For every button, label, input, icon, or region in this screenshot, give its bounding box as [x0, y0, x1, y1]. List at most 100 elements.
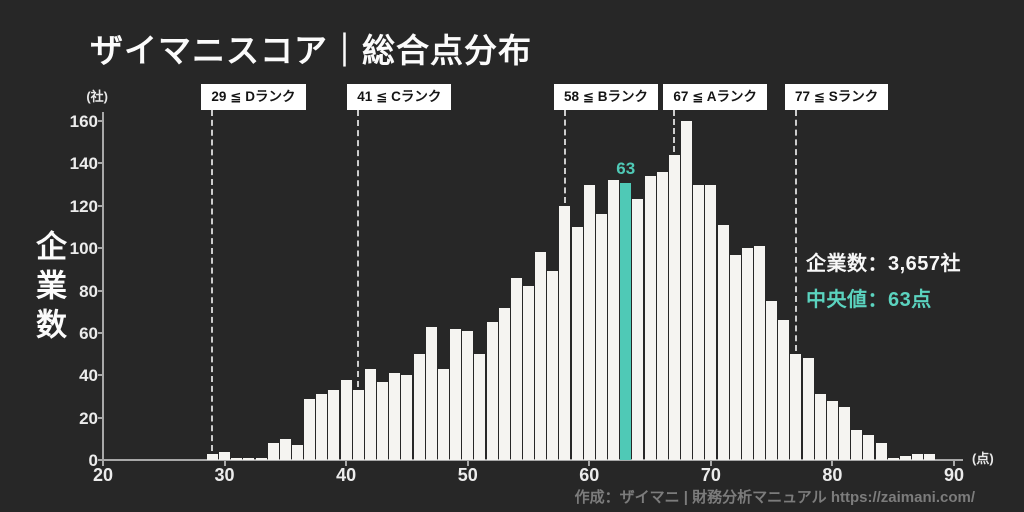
chart-title: ザイマニスコア｜総合点分布 — [90, 32, 532, 69]
histogram-bar-74 — [753, 246, 765, 460]
histogram-bar-53 — [498, 307, 510, 460]
histogram-bar-81 — [839, 407, 851, 460]
histogram-bar-56 — [535, 252, 547, 460]
histogram-bar-50 — [462, 330, 474, 460]
histogram-bar-69 — [693, 184, 705, 460]
histogram-bar-79 — [814, 394, 826, 460]
histogram-bar-38 — [316, 394, 328, 460]
histogram-bar-41 — [352, 390, 364, 460]
histogram-bar-51 — [474, 354, 486, 460]
histogram-bar-60 — [583, 184, 595, 460]
histogram-bar-73 — [741, 248, 753, 460]
y-tick-label-80: 80 — [79, 281, 98, 301]
x-tick-label-80: 80 — [822, 465, 843, 485]
histogram-bar-47 — [425, 326, 437, 460]
x-tick-mark-50 — [466, 461, 469, 466]
x-tick-label-60: 60 — [579, 465, 600, 485]
attribution-footer: 作成：ザイマニ | 財務分析マニュアル https://zaimani.com/ — [574, 489, 975, 506]
histogram-bar-84 — [875, 443, 887, 460]
rank-threshold-line-1 — [211, 110, 214, 451]
y-tick-mark-140 — [98, 162, 103, 165]
x-tick-label-30: 30 — [214, 465, 235, 485]
median-bar-value-label: 63 — [616, 158, 636, 178]
histogram-bar-52 — [486, 322, 498, 460]
histogram-bar-75 — [766, 301, 778, 460]
x-tick-mark-30 — [223, 461, 226, 466]
histogram-bar-88 — [924, 453, 936, 460]
y-tick-label-0: 0 — [88, 451, 98, 470]
y-tick-mark-80 — [98, 289, 103, 292]
histogram-bar-59 — [571, 227, 583, 460]
rank-threshold-label-2: 41 ≦ Cランク — [347, 84, 452, 110]
y-tick-label-100: 100 — [69, 239, 98, 259]
rank-threshold-line-4 — [673, 110, 676, 152]
stat-median: 中央値：63点 — [806, 289, 932, 311]
y-tick-label-120: 120 — [69, 196, 98, 216]
histogram-bar-87 — [912, 453, 924, 460]
y-axis-title: 企業数 — [31, 230, 66, 347]
x-tick-mark-80 — [831, 461, 834, 466]
histogram-bar-54 — [510, 277, 522, 460]
histogram-bar-42 — [364, 368, 376, 460]
histogram-bar-29 — [206, 453, 218, 460]
histogram-bar-77 — [790, 354, 802, 460]
x-tick-label-50: 50 — [457, 465, 478, 485]
histogram-bar-65 — [644, 176, 656, 460]
rank-threshold-line-2 — [357, 110, 360, 388]
rank-threshold-label-5: 77 ≦ Sランク — [784, 84, 889, 110]
rank-threshold-line-3 — [563, 110, 566, 203]
x-axis-line — [102, 459, 963, 461]
histogram-bar-72 — [729, 254, 741, 460]
stats-block: 企業数：3,657社 中央値：63点 — [806, 247, 961, 312]
y-tick-mark-0 — [98, 459, 103, 461]
histogram-bar-80 — [826, 400, 838, 460]
y-tick-mark-160 — [98, 120, 103, 123]
x-tick-mark-20 — [102, 461, 104, 466]
histogram-bar-45 — [401, 375, 413, 460]
histogram-bar-57 — [547, 271, 559, 460]
histogram-bar-86 — [899, 455, 911, 460]
y-tick-mark-100 — [98, 247, 103, 250]
histogram-bar-71 — [717, 224, 729, 460]
rank-threshold-label-1: 29 ≦ Dランク — [201, 84, 306, 110]
y-tick-mark-60 — [98, 331, 103, 334]
histogram-bar-31 — [231, 457, 243, 460]
rank-threshold-label-4: 67 ≦ Aランク — [663, 84, 767, 110]
histogram-bar-61 — [595, 214, 607, 460]
histogram-bar-85 — [887, 457, 899, 460]
x-tick-label-20: 20 — [92, 465, 114, 485]
histogram-bar-37 — [304, 398, 316, 460]
histogram-bar-46 — [413, 354, 425, 460]
x-tick-mark-40 — [345, 461, 348, 466]
histogram-bar-78 — [802, 358, 814, 460]
histogram-bar-67 — [668, 155, 680, 460]
histogram-bar-55 — [522, 286, 534, 460]
histogram-bar-70 — [705, 184, 717, 460]
x-tick-mark-60 — [588, 461, 591, 466]
histogram-bar-68 — [681, 121, 693, 460]
y-tick-label-40: 40 — [79, 366, 98, 386]
histogram-bar-62 — [608, 180, 620, 460]
stat-total-companies: 企業数：3,657社 — [806, 253, 962, 275]
histogram-bar-48 — [437, 368, 449, 460]
histogram-bar-44 — [389, 373, 401, 460]
histogram-bar-33 — [255, 457, 267, 460]
y-tick-mark-40 — [98, 374, 103, 377]
y-tick-mark-20 — [98, 416, 103, 419]
histogram-bar-83 — [863, 434, 875, 460]
histogram-bar-39 — [328, 390, 340, 460]
x-tick-mark-90 — [952, 461, 955, 466]
histogram-bar-40 — [340, 379, 352, 460]
y-axis-line — [102, 112, 104, 460]
x-tick-label-90: 90 — [943, 465, 964, 485]
histogram-bar-32 — [243, 457, 255, 460]
histogram-bar-35 — [279, 438, 291, 460]
rank-threshold-line-5 — [794, 110, 797, 352]
y-tick-label-20: 20 — [79, 408, 98, 428]
y-axis-unit-label: (社) — [86, 89, 108, 104]
histogram-bar-63 — [620, 182, 632, 460]
y-tick-label-60: 60 — [79, 323, 98, 343]
x-tick-mark-70 — [709, 461, 712, 466]
histogram-bar-58 — [559, 205, 571, 460]
